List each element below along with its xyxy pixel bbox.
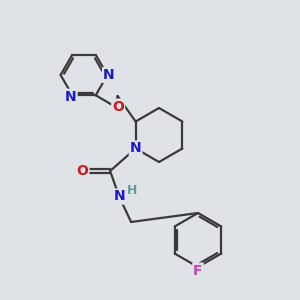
Text: O: O xyxy=(76,164,88,178)
Text: N: N xyxy=(113,190,125,203)
Text: N: N xyxy=(65,90,76,104)
Text: N: N xyxy=(103,68,115,82)
Text: O: O xyxy=(112,100,124,114)
Text: F: F xyxy=(193,264,203,278)
Text: H: H xyxy=(127,184,137,197)
Text: N: N xyxy=(130,142,141,155)
